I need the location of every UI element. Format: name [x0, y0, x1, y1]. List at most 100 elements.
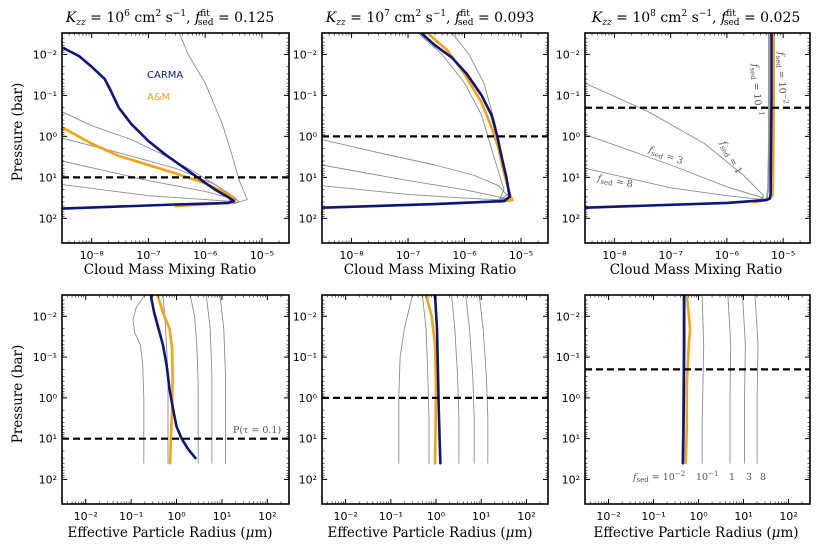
series-fsed-1 — [451, 295, 460, 464]
series-fsed-1 — [189, 295, 199, 464]
series-am — [424, 295, 438, 465]
y-tick-label: 10⁰ — [39, 130, 58, 143]
panel-title-top-right: Kzz = 108 cm2 s−1, ffit sed = 0.025 — [591, 9, 801, 28]
series-fsed-0.01 — [398, 295, 413, 464]
x-axis-label-top-middle: Cloud Mass Mixing Ratio — [344, 262, 517, 278]
x-tick-label: 10⁻⁵ — [509, 249, 533, 262]
panel-bottom-left: 10⁻² 10⁻¹ 10⁰ 10¹ 10² 10⁻² 10⁻¹ 10⁰ 10¹ 10² — [33, 294, 290, 523]
x-axis-label-top-left: Cloud Mass Mixing Ratio — [84, 262, 257, 278]
y-tick-label: 10² — [39, 473, 57, 486]
fsed-label-1: fsed = 1 — [716, 138, 744, 176]
series-fsed-0.1 — [421, 295, 430, 464]
fsed-bottom-label-0.1: 10−1 — [696, 470, 718, 483]
y-tick-label: 10¹ — [562, 171, 580, 184]
axes-frame — [584, 294, 811, 505]
axes-frame — [321, 294, 549, 505]
x-tick-label: 10⁻⁷ — [659, 249, 683, 262]
x-tick-label: 10⁰ — [167, 510, 186, 523]
x-tick-label: 10⁻¹ — [379, 510, 403, 523]
y-tick-label: 10⁻¹ — [293, 89, 317, 102]
fsed-label-3: fsed = 3 — [646, 144, 685, 168]
x-tick-label: 10⁻⁸ — [80, 249, 105, 262]
series-fsed-8 — [478, 295, 489, 464]
fsed-bottom-label-0.01: fsed = 10−2 — [632, 470, 685, 484]
tau-annotation: P(τ = 0.1) — [233, 425, 281, 436]
x-tick-label: 10⁻⁷ — [396, 249, 420, 262]
series-fsed-8 — [219, 295, 226, 464]
y-tick-label: 10⁻² — [293, 48, 317, 61]
series-fsed-0.01 — [132, 295, 146, 464]
series-fsed-0.1 — [62, 111, 240, 205]
panel-top-right: 10⁻² 10⁻¹ 10⁰ 10¹ 10² 10⁻⁸ 10⁻⁷ 10⁻⁶ 10⁻⁵ — [556, 32, 811, 262]
legend-carma: CARMA — [147, 70, 183, 81]
plot-area — [322, 33, 548, 209]
x-tick-label: 10⁻⁷ — [136, 249, 160, 262]
x-tick-label: 10⁻² — [74, 510, 98, 523]
y-tick-label: 10¹ — [39, 171, 57, 184]
y-tick-label: 10⁻² — [556, 310, 580, 323]
fsed-label-0.1: fsed = 10−1 — [748, 62, 766, 116]
fsed-label-0.01: fsed = 10−2 — [774, 51, 790, 105]
panel-bottom-right: 10⁻² 10⁻¹ 10⁰ 10¹ 10² 10⁻² 10⁻¹ 10⁰ 10¹ 10² — [556, 294, 811, 523]
panel-top-middle: 10⁻² 10⁻¹ 10⁰ 10¹ 10² 10⁻⁸ 10⁻⁷ 10⁻⁶ 10⁻⁵ — [293, 32, 549, 262]
series-fsed-0.1 — [162, 295, 169, 464]
x-tick-label: 10⁻¹ — [641, 510, 665, 523]
x-axis-label-top-right: Cloud Mass Mixing Ratio — [610, 262, 783, 278]
series-am — [684, 295, 692, 465]
series-fsed-1 — [727, 295, 732, 464]
panel-title-top-middle: Kzz = 107 cm2 s−1, ffit sed = 0.093 — [325, 9, 535, 28]
plot-area — [585, 33, 810, 209]
series-fsed-3 — [465, 295, 475, 464]
x-tick-label: 10² — [258, 510, 276, 523]
y-axis-label-bottom: Pressure (bar) — [10, 345, 26, 444]
x-tick-label: 10⁻⁸ — [602, 249, 627, 262]
series-fsed-3 — [322, 164, 505, 202]
y-tick-label: 10² — [39, 212, 57, 225]
y-tick-label: 10² — [562, 473, 580, 486]
x-tick-label: 10⁻⁶ — [715, 249, 740, 262]
series-fsed-3 — [205, 295, 213, 464]
y-tick-label: 10⁰ — [299, 130, 318, 143]
plot-area — [585, 295, 810, 465]
x-axis-label-bottom-middle: Effective Particle Radius (μm) — [327, 525, 532, 541]
y-tick-label: 10² — [299, 473, 317, 486]
x-tick-label: 10⁰ — [427, 510, 446, 523]
axes-frame — [61, 32, 290, 244]
panel-title-top-left: Kzz = 106 cm2 s−1, ffit sed = 0.125 — [65, 9, 275, 28]
x-tick-label: 10⁻⁵ — [250, 249, 274, 262]
y-tick-label: 10⁰ — [562, 130, 581, 143]
axes-frame — [321, 32, 549, 244]
y-tick-label: 10² — [299, 212, 317, 225]
series-carma — [585, 33, 773, 209]
x-tick-label: 10⁻⁶ — [193, 249, 218, 262]
y-tick-label: 10⁻¹ — [556, 89, 580, 102]
panel-top-left: 10⁻² 10⁻¹ 10⁰ 10¹ 10² 10⁻⁸ 10⁻⁷ 10⁻⁶ 10⁻⁵ — [33, 32, 290, 262]
x-tick-label: 10⁻² — [334, 510, 358, 523]
x-tick-label: 10⁰ — [689, 510, 708, 523]
series-fsed-1 — [585, 82, 765, 201]
axes-frame — [61, 294, 290, 505]
x-tick-label: 10⁻⁸ — [339, 249, 364, 262]
series-carma — [322, 33, 512, 209]
y-tick-label: 10⁻² — [293, 310, 317, 323]
y-tick-label: 10⁻² — [33, 48, 57, 61]
x-tick-label: 10² — [779, 510, 797, 523]
series-fsed-8 — [322, 185, 505, 203]
x-axis-label-bottom-right: Effective Particle Radius (μm) — [593, 525, 798, 541]
y-tick-label: 10⁻¹ — [33, 89, 57, 102]
series-fsed-0.01 — [760, 33, 770, 202]
series-fsed-3 — [742, 295, 746, 464]
y-tick-label: 10² — [562, 212, 580, 225]
y-tick-label: 10⁰ — [562, 392, 581, 405]
series-carma — [62, 46, 236, 210]
fsed-label-8: fsed = 8 — [595, 173, 633, 191]
plot-area — [62, 33, 289, 210]
plot-area — [322, 295, 548, 465]
series-am — [156, 295, 174, 465]
y-tick-label: 10⁰ — [39, 392, 58, 405]
x-tick-label: 10¹ — [213, 510, 231, 523]
plot-area — [62, 295, 289, 465]
series-fsed-0.1 — [701, 295, 705, 464]
y-tick-label: 10⁻¹ — [556, 351, 580, 364]
